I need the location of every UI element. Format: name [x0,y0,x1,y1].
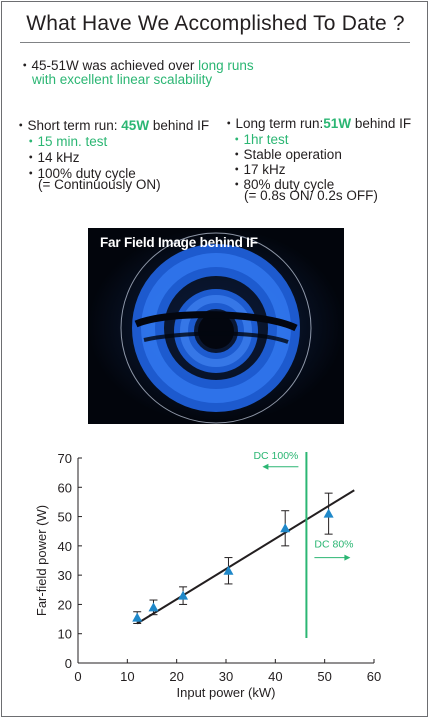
long-run-item-text: 80% duty cycle [243,177,335,192]
arrowhead-right [344,554,351,561]
bullet: ・ [222,116,236,131]
summary-highlight: long runs [198,58,254,73]
long-run-item-1: ・1hr test [230,128,289,148]
x-tick-label: 10 [120,669,134,684]
data-point [323,508,334,518]
y-tick-label: 10 [58,627,72,642]
far-field-image: Far Field Image behind IF [88,228,344,424]
y-tick-label: 40 [58,539,72,554]
long-run-item-text: Stable operation [243,147,342,162]
short-run-item-text: 100% duty cycle [37,166,136,181]
far-field-label: Far Field Image behind IF [100,235,258,250]
long-run-label: Long term run: [235,116,324,131]
bullet: ・ [24,150,38,165]
short-run-suffix: behind IF [149,118,210,133]
summary-text: 45-51W was achieved over [31,58,199,73]
y-tick-label: 50 [58,510,72,525]
data-point [132,612,143,622]
long-run-suffix: behind IF [351,116,412,131]
long-run-heading: ・Long term run:51W behind IF [222,112,411,132]
annotation-dc80: DC 80% [314,539,353,551]
short-run-heading: ・Short term run: 45W behind IF [14,114,209,134]
short-run-item-2: ・14 kHz [24,146,80,166]
y-tick-label: 0 [65,656,72,671]
x-tick-label: 20 [169,669,183,684]
short-run-item-text: 14 kHz [37,150,80,165]
bullet: ・ [14,118,28,133]
far-field-picture [88,228,344,424]
y-tick-label: 70 [58,451,72,466]
long-run-item-text: 1hr test [243,132,289,147]
y-tick-label: 60 [58,480,72,495]
short-run-item-text: 15 min. test [37,134,108,149]
long-run-item-text: 17 kHz [243,162,286,177]
bullet: ・ [230,132,244,147]
data-point [148,602,159,612]
summary-line-2: with excellent linear scalability [32,72,213,87]
bullet: ・ [18,58,32,73]
x-tick-label: 60 [367,669,381,684]
x-tick-label: 30 [219,669,233,684]
summary-line-1: ・45-51W was achieved over long runs [18,54,254,74]
long-run-item-2: ・Stable operation [230,143,342,163]
short-run-power: 45W [121,118,150,133]
long-run-power: 51W [323,116,352,131]
bullet: ・ [230,177,244,192]
short-run-label: Short term run: [27,118,122,133]
slide-title: What Have We Accomplished To Date ? [26,12,405,35]
bullet: ・ [230,162,244,177]
y-tick-label: 30 [58,568,72,583]
short-run-item-3: ・100% duty cycle [24,162,136,182]
y-tick-label: 20 [58,597,72,612]
x-axis-label: Input power (kW) [177,685,276,700]
bullet: ・ [24,166,38,181]
data-point [178,590,189,600]
annotation-dc100: DC 100% [253,450,298,462]
short-run-item-1: ・15 min. test [24,130,107,150]
x-tick-label: 40 [268,669,282,684]
title-divider [20,42,410,43]
power-chart: 0 10 20 30 40 50 60 0 10 20 30 40 50 60 70 Input power … [30,440,400,715]
data-point [280,523,291,533]
long-run-item-4: ・80% duty cycle [230,173,334,193]
arrowhead-left [262,463,269,470]
long-run-item-3: ・17 kHz [230,158,286,178]
data-point [223,565,234,575]
bullet: ・ [230,147,244,162]
fit-line [136,489,355,625]
x-tick-label: 0 [74,669,81,684]
short-run-item-4: (= Continuously ON) [38,177,161,192]
chart-svg: 0 10 20 30 40 50 60 0 10 20 30 40 50 60 70 Input power … [34,450,381,700]
bullet: ・ [24,134,38,149]
long-run-item-5: (= 0.8s ON/ 0.2s OFF) [244,188,378,203]
y-axis-label: Far-field power (W) [34,505,49,616]
x-tick-label: 50 [317,669,331,684]
